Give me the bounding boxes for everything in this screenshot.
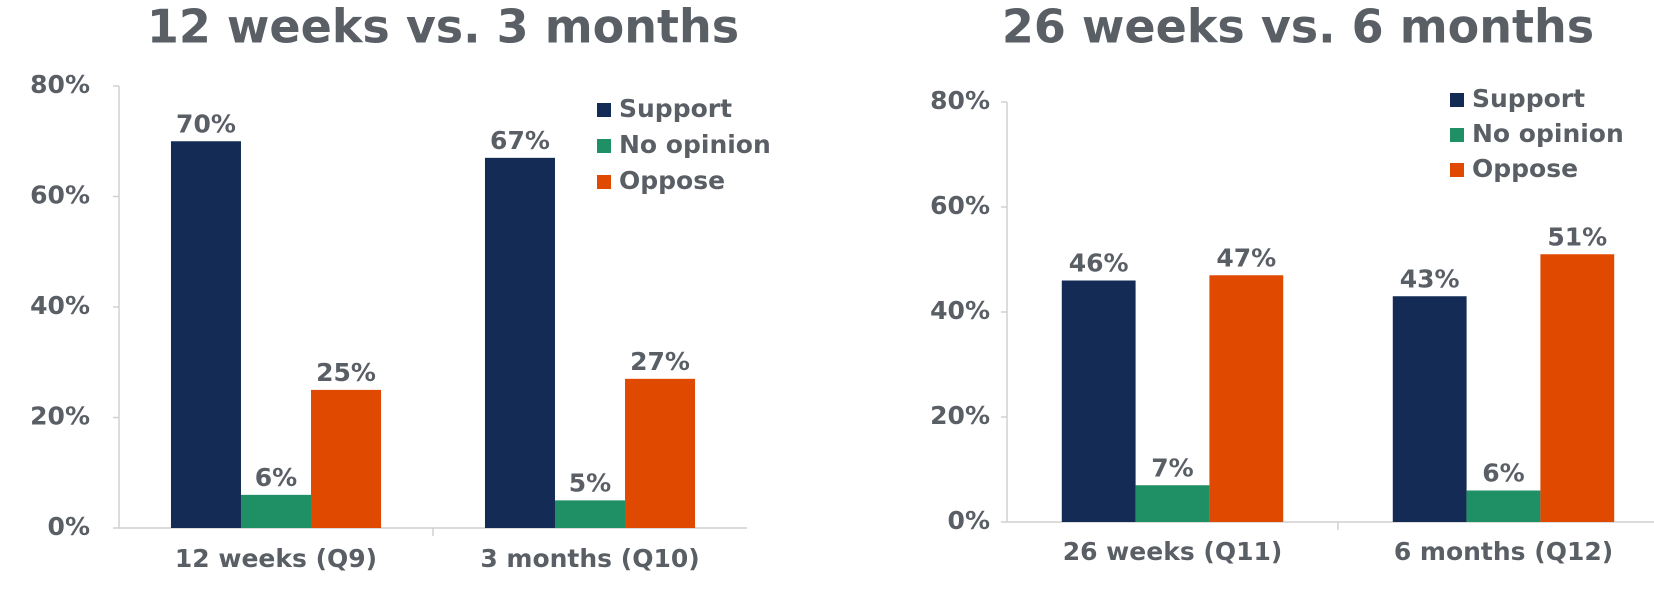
legend-label: No opinion <box>1472 119 1624 148</box>
legend-swatch <box>597 175 611 189</box>
x-tick-label: 12 weeks (Q9) <box>175 544 377 573</box>
y-tick-label: 40% <box>30 291 90 320</box>
bar <box>1209 275 1284 522</box>
legend-swatch <box>597 103 611 117</box>
legend-label: Support <box>1472 84 1585 113</box>
data-label: 27% <box>630 347 690 376</box>
y-tick-label: 60% <box>30 181 90 210</box>
data-label: 67% <box>490 126 550 155</box>
data-label: 43% <box>1400 264 1460 293</box>
bar <box>1466 490 1541 522</box>
chart-title: 26 weeks vs. 6 months <box>1002 0 1594 54</box>
data-label: 6% <box>255 463 297 492</box>
legend-swatch <box>1450 128 1464 142</box>
y-tick-label: 20% <box>30 402 90 431</box>
x-tick-label: 26 weeks (Q11) <box>1063 537 1283 566</box>
bar <box>1135 485 1210 522</box>
data-label: 46% <box>1069 249 1129 278</box>
bar <box>554 500 626 528</box>
legend-swatch <box>1450 163 1464 177</box>
data-label: 70% <box>176 109 236 138</box>
chart-title: 12 weeks vs. 3 months <box>147 0 739 54</box>
data-label: 25% <box>316 358 376 387</box>
y-tick-label: 20% <box>930 401 990 430</box>
y-tick-label: 0% <box>48 512 90 541</box>
bar <box>484 157 555 528</box>
legend-label: Oppose <box>619 166 725 195</box>
bar <box>1540 254 1615 522</box>
data-label: 51% <box>1547 222 1607 251</box>
data-label: 7% <box>1151 453 1193 482</box>
bar <box>311 389 382 528</box>
x-tick-label: 3 months (Q10) <box>480 544 699 573</box>
legend-label: No opinion <box>619 130 771 159</box>
bar <box>1061 280 1136 522</box>
data-label: 5% <box>569 468 611 497</box>
y-tick-label: 80% <box>30 70 90 99</box>
legend-swatch <box>597 139 611 153</box>
bar <box>1392 296 1467 522</box>
data-label: 47% <box>1216 243 1276 272</box>
bar <box>625 378 696 528</box>
y-tick-label: 0% <box>948 506 990 535</box>
legend-label: Support <box>619 94 732 123</box>
data-label: 6% <box>1482 459 1524 488</box>
bar <box>170 141 241 528</box>
legend-swatch <box>1450 93 1464 107</box>
y-tick-label: 80% <box>930 86 990 115</box>
y-tick-label: 40% <box>930 296 990 325</box>
x-tick-label: 6 months (Q12) <box>1394 537 1613 566</box>
y-tick-label: 60% <box>930 191 990 220</box>
legend-label: Oppose <box>1472 154 1578 183</box>
bar <box>240 494 312 528</box>
